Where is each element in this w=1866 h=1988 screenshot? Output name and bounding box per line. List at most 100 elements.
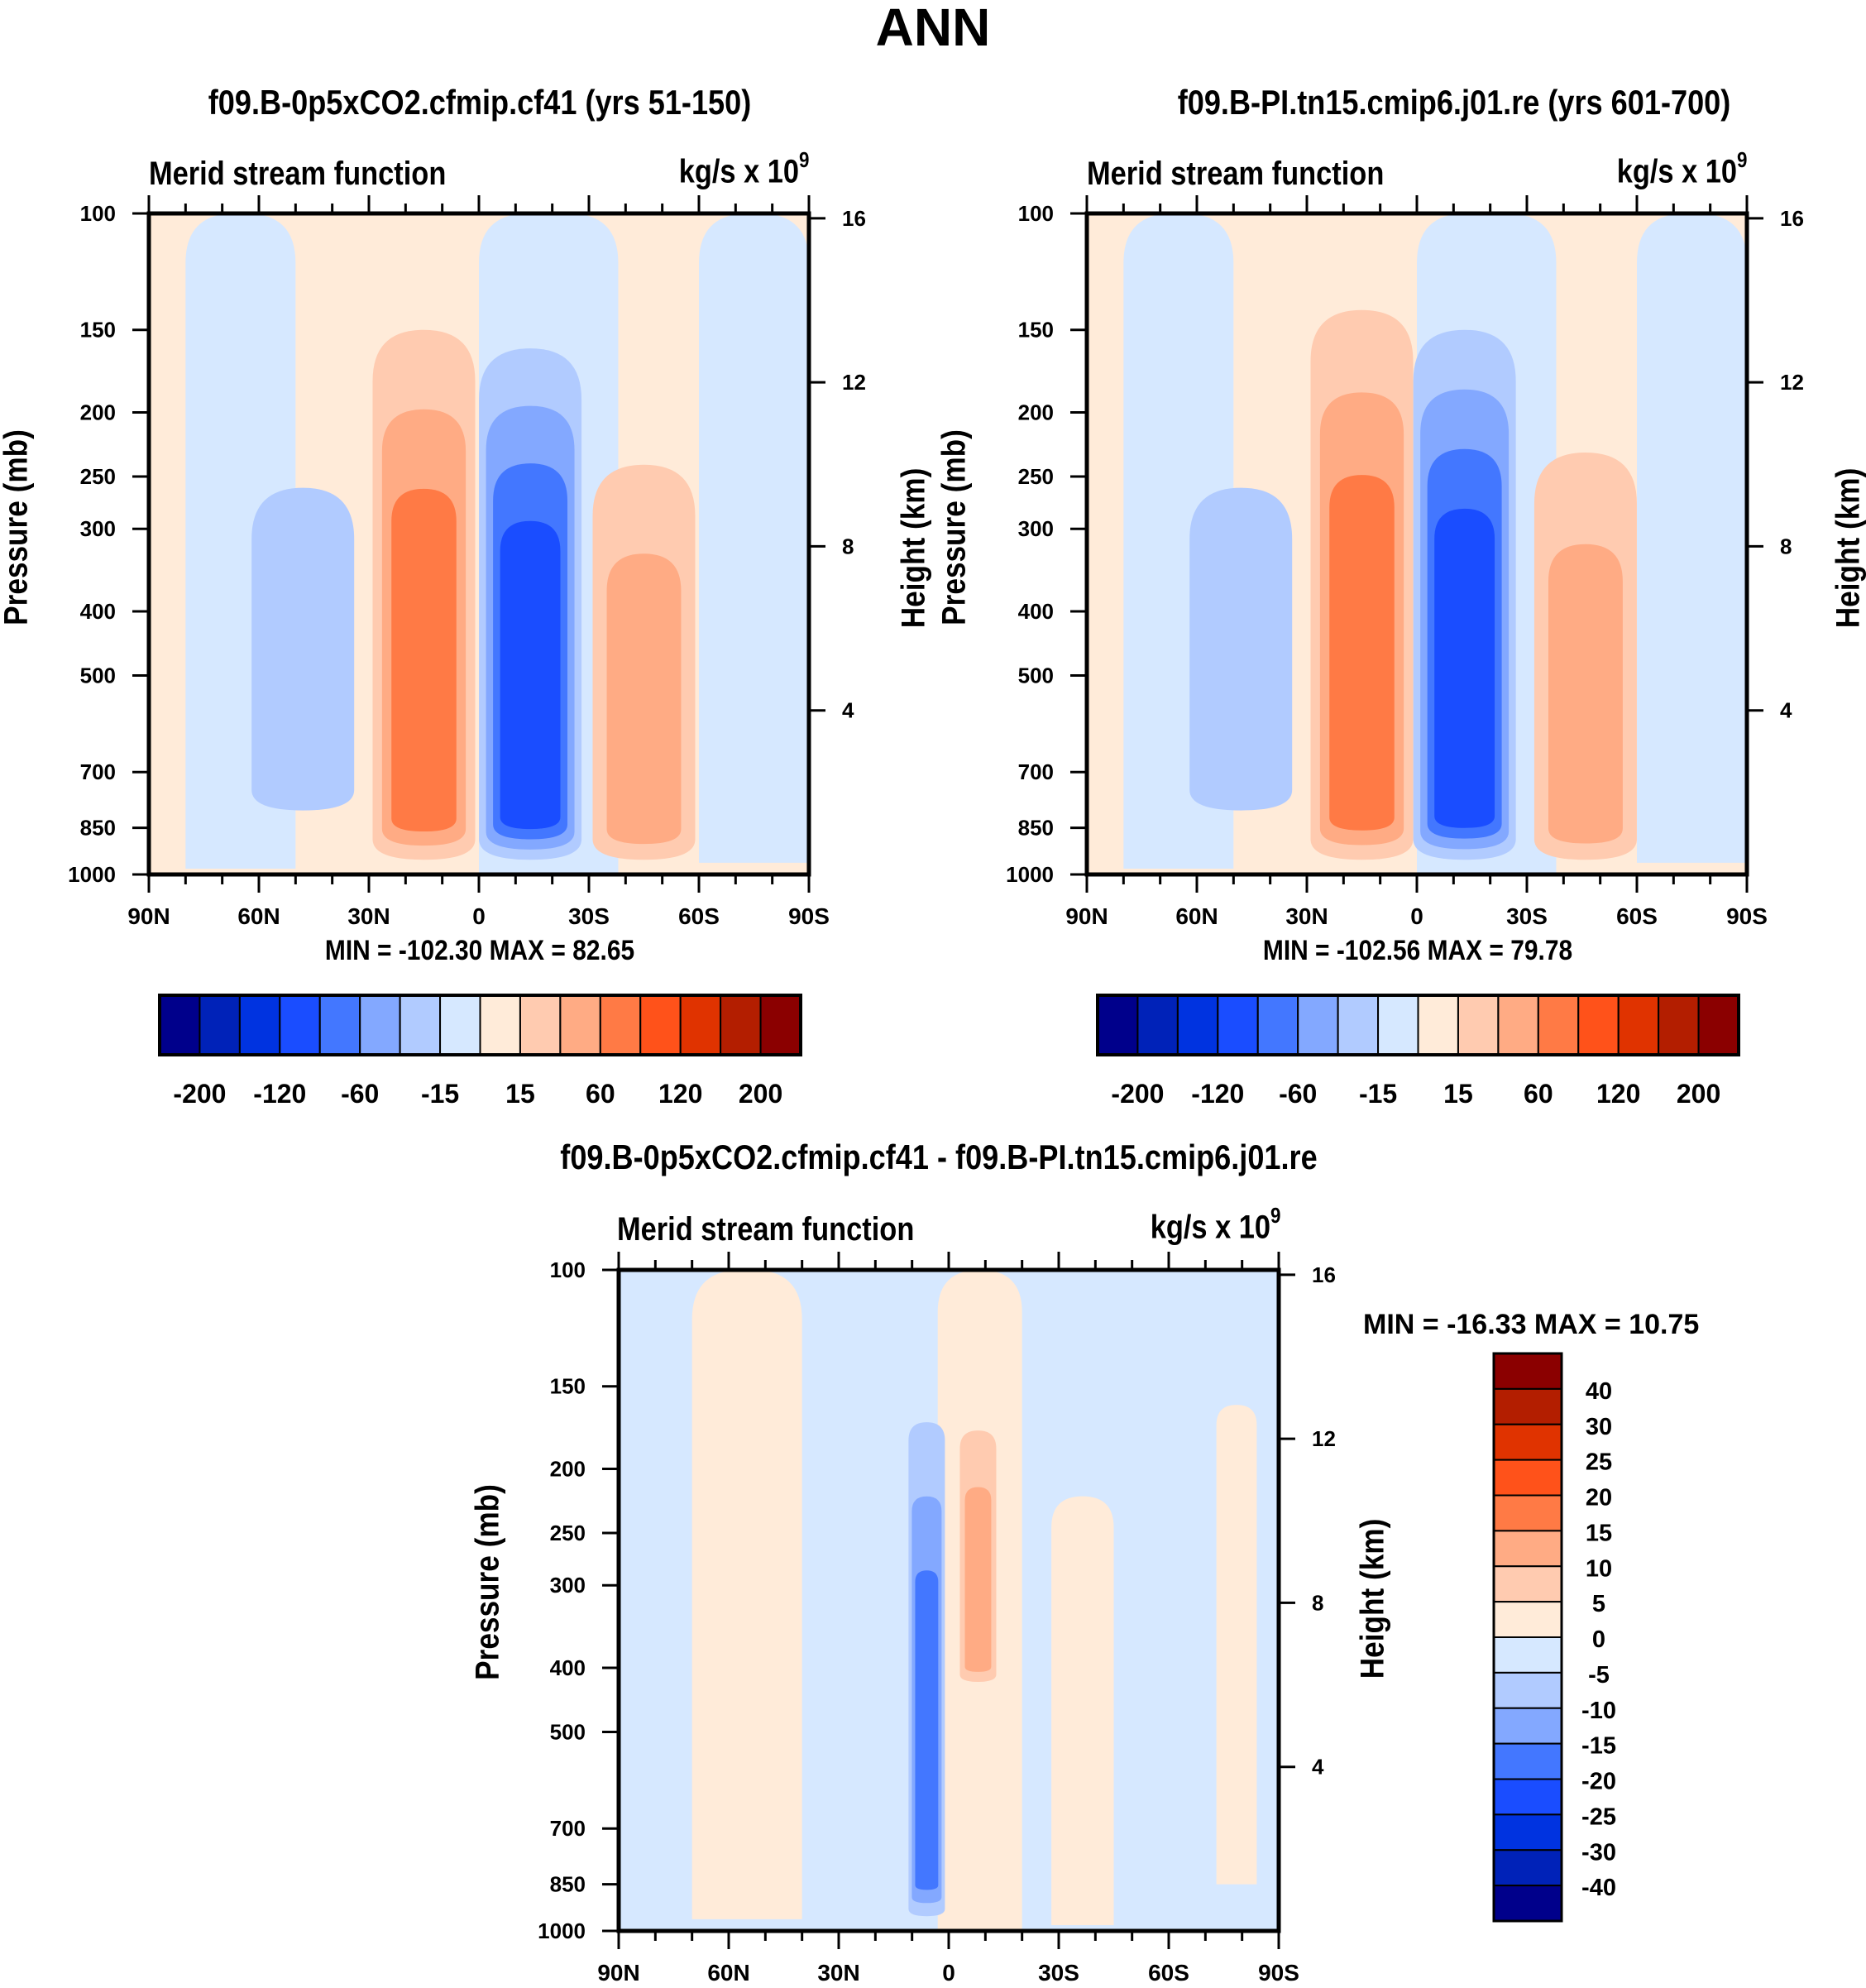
y-tick-label: 150	[80, 318, 116, 343]
y-right-tick-label: 8	[1780, 534, 1792, 558]
min-max-text: MIN = -16.33 MAX = 10.75	[1363, 1309, 1700, 1340]
y-right-tick-label: 16	[1780, 206, 1804, 231]
colorbar-box	[1337, 994, 1380, 1056]
colorbar-label: 120	[1596, 1079, 1640, 1109]
y-right-tick-label: 4	[1780, 698, 1792, 723]
units-string: kg/s x 109	[678, 147, 809, 190]
colorbar-label: 10	[1586, 1555, 1612, 1582]
colorbar-box	[1493, 1353, 1562, 1390]
y-tick-label: 200	[550, 1457, 586, 1482]
positive-band-4	[1216, 1405, 1257, 1885]
panel-title: f09.B-0p5xCO2.cfmip.cf41 - f09.B-PI.tn15…	[560, 1138, 1318, 1176]
x-tick-label: 60S	[1148, 1960, 1189, 1986]
polar-negative-band	[699, 213, 809, 863]
colorbar-box	[1256, 994, 1299, 1056]
colorbar-label: 60	[586, 1079, 615, 1109]
x-tick-label: 90S	[788, 903, 830, 929]
y-tick-label: 400	[1018, 599, 1054, 624]
colorbar-label: -25	[1581, 1804, 1616, 1830]
colorbar-label: 20	[1586, 1485, 1612, 1511]
colorbar-label: 60	[1524, 1079, 1553, 1109]
colorbar-label: 15	[1443, 1079, 1473, 1109]
left-string: Merid stream function	[617, 1211, 915, 1248]
colorbar-label: 25	[1586, 1449, 1612, 1476]
x-tick-label: 60N	[1175, 903, 1218, 929]
y-tick-label: 100	[1018, 201, 1054, 226]
y-right-tick-label: 4	[1312, 1755, 1324, 1780]
colorbar-box	[479, 994, 521, 1056]
y-right-tick-label: 16	[1312, 1262, 1336, 1287]
colorbar-box	[1493, 1813, 1562, 1851]
y-tick-label: 300	[80, 516, 116, 541]
cell-contour-2-level-3	[1434, 508, 1495, 828]
left-string: Merid stream function	[1087, 156, 1385, 192]
y-tick-label: 1000	[68, 862, 116, 887]
negative-band-1	[812, 1532, 883, 1910]
x-tick-label: 60S	[1616, 903, 1658, 929]
x-tick-label: 60S	[678, 903, 720, 929]
y-tick-label: 100	[550, 1257, 586, 1282]
y-tick-label: 700	[1018, 759, 1054, 784]
y-right-tick-label: 12	[1312, 1426, 1336, 1451]
units-string: kg/s x 109	[1150, 1203, 1280, 1246]
colorbar-label: -15	[1581, 1733, 1616, 1760]
x-tick-label: 90S	[1726, 903, 1768, 929]
y-tick-label: 150	[550, 1374, 586, 1399]
x-tick-label: 0	[942, 1960, 955, 1986]
y-tick-label: 1000	[1006, 862, 1054, 887]
x-tick-label: 30N	[347, 903, 390, 929]
y-tick-label: 250	[1018, 464, 1054, 489]
cell-contour-1-level-1	[964, 1487, 992, 1672]
colorbar-label: -200	[173, 1079, 226, 1109]
y-tick-label: 500	[80, 663, 116, 687]
colorbar-frame	[1096, 994, 1740, 1056]
x-tick-label: 0	[472, 903, 486, 929]
min-max-text: MIN = -102.30 MAX = 82.65	[324, 935, 635, 966]
x-tick-label: 30N	[1285, 903, 1328, 929]
y-tick-label: 700	[80, 759, 116, 784]
cell-contour-0-level-0	[251, 487, 355, 811]
y-tick-label: 400	[80, 599, 116, 624]
colorbar-box	[1493, 1885, 1562, 1922]
y-right-tick-label: 4	[842, 698, 854, 723]
colorbar-box	[1697, 994, 1739, 1056]
colorbar-box	[1493, 1387, 1562, 1425]
cell-contour-1-level-2	[1329, 475, 1395, 831]
colorbar-label: -30	[1581, 1839, 1616, 1866]
x-tick-label: 90S	[1258, 1960, 1299, 1986]
y-tick-label: 200	[80, 400, 116, 425]
units-string: kg/s x 109	[1616, 147, 1747, 190]
contour-fills	[149, 213, 809, 874]
colorbar-label: -15	[1359, 1079, 1397, 1109]
min-max-text: MIN = -102.56 MAX = 79.78	[1262, 935, 1573, 966]
cell-contour-2-level-3	[500, 520, 561, 830]
colorbar-box	[1493, 1742, 1562, 1780]
colorbar-box	[1297, 994, 1339, 1056]
y-right-tick-label: 12	[842, 370, 866, 395]
x-tick-label: 30S	[568, 903, 610, 929]
y-right-tick-label: 8	[1312, 1590, 1323, 1615]
colorbar-box	[1617, 994, 1660, 1056]
cell-contour-0-level-2	[915, 1570, 939, 1890]
colorbar-label: 30	[1586, 1414, 1612, 1440]
colorbar-box	[359, 994, 401, 1056]
colorbar-label: -10	[1581, 1698, 1616, 1724]
colorbar-box	[1493, 1494, 1562, 1532]
colorbar-label: -120	[253, 1079, 306, 1109]
colorbar-label: -120	[1191, 1079, 1244, 1109]
cell-contour-3-level-1	[1548, 544, 1623, 844]
colorbar-label: 40	[1586, 1378, 1612, 1405]
y-tick-label: 500	[1018, 663, 1054, 687]
contour-fills	[1087, 213, 1747, 874]
figure-title: ANN	[875, 0, 991, 57]
colorbar-box	[1493, 1601, 1562, 1638]
colorbar-frame	[158, 994, 802, 1056]
colorbar-label: 200	[739, 1079, 782, 1109]
y-tick-label: 850	[1018, 816, 1054, 841]
x-tick-label: 90N	[127, 903, 170, 929]
x-tick-label: 60N	[707, 1960, 749, 1986]
y-tick-label: 300	[550, 1573, 586, 1598]
